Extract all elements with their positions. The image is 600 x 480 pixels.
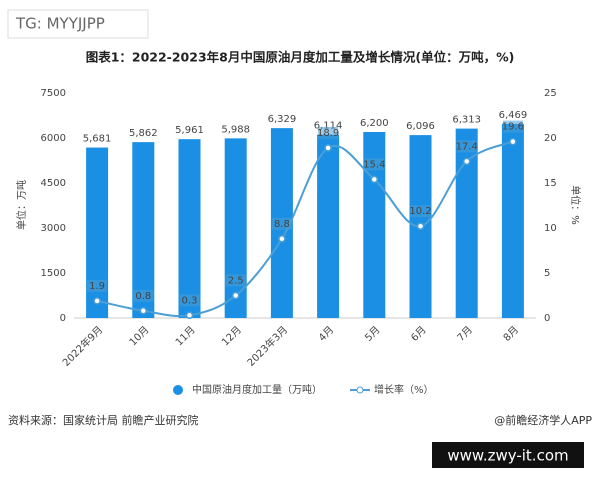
- credit: @前瞻经济学人APP: [494, 413, 592, 427]
- bar-value-label: 5,681: [83, 134, 112, 145]
- line-label-box: [318, 126, 339, 139]
- bar: [178, 139, 201, 318]
- line-point: [278, 235, 286, 243]
- line-value-label: 18.9: [317, 128, 339, 139]
- legend-swatch: [173, 385, 183, 395]
- x-tick-label: 6月: [409, 324, 429, 344]
- x-tick-label: 2022年9月: [60, 323, 106, 369]
- y2-tick-label: 0: [544, 313, 550, 324]
- line-value-label: 17.4: [456, 141, 478, 152]
- x-tick-label: 7月: [455, 324, 475, 344]
- line-value-label: 0.3: [182, 295, 198, 306]
- line-point: [231, 291, 240, 300]
- y2-tick-label: 15: [544, 178, 557, 189]
- bar-value-label: 6,096: [406, 121, 435, 132]
- line-value-label: 10.2: [409, 206, 431, 217]
- line: [96, 140, 514, 318]
- bar-value-label: 6,200: [360, 118, 389, 129]
- x-tick-label: 8月: [501, 324, 521, 344]
- x-tick-label: 2023年3月: [244, 323, 290, 369]
- line-point: [509, 137, 517, 146]
- line-label-box: [456, 140, 477, 153]
- x-tick-label: 4月: [316, 324, 336, 344]
- bar: [132, 142, 155, 318]
- line-label-box: [271, 217, 292, 230]
- line-value-label: 8.8: [274, 219, 290, 230]
- line-label-box: [225, 274, 246, 287]
- bar: [501, 123, 524, 319]
- line-value-label: 15.4: [363, 159, 385, 170]
- bar: [455, 128, 478, 318]
- y2-tick-label: 25: [544, 88, 557, 99]
- site: www.zwy-it.com: [447, 447, 568, 465]
- bar-value-label: 5,961: [175, 125, 204, 136]
- y-tick-label: 4500: [41, 178, 66, 189]
- bar: [86, 147, 109, 318]
- line-point: [416, 222, 425, 230]
- line-point: [370, 175, 379, 184]
- line-value-label: 1.9: [89, 281, 105, 292]
- line-label-box: [502, 120, 523, 133]
- y-axis-label: 单位：万吨: [15, 180, 28, 230]
- y-tick-label: 1500: [41, 268, 66, 279]
- y-tick-label: 7500: [41, 88, 66, 99]
- line-point: [93, 297, 101, 305]
- bar: [363, 132, 386, 318]
- legend-label: 增长率（%）: [374, 383, 434, 396]
- y2-tick-label: 10: [544, 223, 557, 234]
- y-tick-label: 3000: [41, 223, 66, 234]
- line-point: [139, 307, 148, 315]
- watermark: TG: MYYJJPP: [15, 15, 105, 33]
- site-box: [432, 442, 584, 468]
- line-value-label: 19.6: [502, 122, 524, 133]
- bar-value-label: 5,988: [221, 124, 250, 135]
- x-tick-label: 10月: [127, 324, 152, 349]
- legend-swatch: [356, 386, 364, 394]
- bar: [224, 138, 247, 318]
- line-label-box: [179, 294, 200, 307]
- x-tick-label: 5月: [362, 324, 382, 344]
- line-value-label: 2.5: [228, 276, 244, 287]
- source: 资料来源：国家统计局 前瞻产业研究院: [8, 413, 199, 427]
- y-tick-label: 0: [60, 313, 66, 324]
- x-tick-label: 11月: [173, 324, 198, 349]
- line-value-label: 0.8: [135, 291, 151, 302]
- legend-label: 中国原油月度加工量（万吨）: [192, 383, 322, 396]
- bar-value-label: 6,329: [268, 114, 297, 125]
- line-label-box: [87, 279, 108, 292]
- line-point: [462, 157, 471, 166]
- line-label-box: [364, 158, 385, 171]
- bar-value-label: 6,114: [314, 121, 343, 132]
- watermark-box: [7, 9, 149, 39]
- line-label-box: [133, 289, 154, 302]
- x-tick-label: 12月: [219, 324, 244, 349]
- bar-value-label: 5,862: [129, 128, 158, 139]
- y2-tick-label: 5: [544, 268, 550, 279]
- y2-axis-label: 单位：%: [569, 185, 582, 225]
- y2-tick-label: 20: [544, 133, 557, 144]
- line-point: [324, 144, 332, 152]
- line-point: [185, 311, 194, 320]
- y-tick-label: 6000: [41, 133, 66, 144]
- line-label-box: [410, 205, 431, 218]
- bar-value-label: 6,469: [499, 110, 528, 121]
- chart-title: 图表1：2022-2023年8月中国原油月度加工量及增长情况(单位：万吨，%): [86, 50, 515, 65]
- bar: [317, 134, 340, 318]
- bar-value-label: 6,313: [452, 115, 481, 126]
